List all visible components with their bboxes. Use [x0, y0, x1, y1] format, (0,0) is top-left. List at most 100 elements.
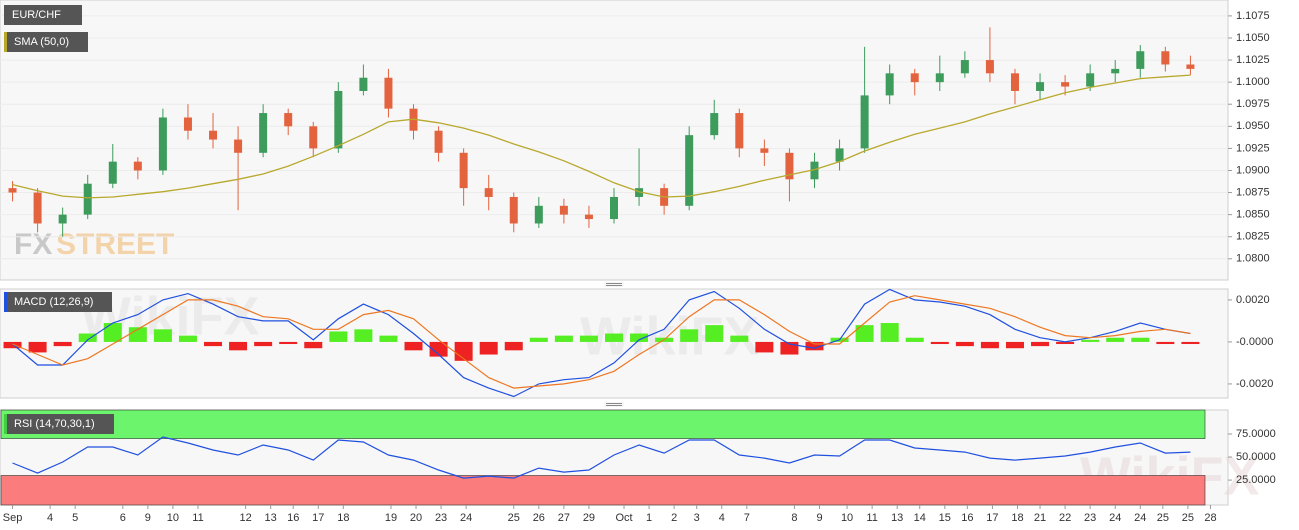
- candle-body: [835, 148, 844, 162]
- histogram-bar: [3, 341, 22, 349]
- candle-body: [133, 161, 142, 171]
- histogram-bar: [28, 341, 47, 353]
- histogram-bar: [454, 341, 473, 361]
- x-tick-label: 22: [1059, 512, 1071, 524]
- candle-body: [234, 139, 243, 153]
- candle-body: [1136, 51, 1145, 69]
- candle-body: [534, 205, 543, 224]
- legend-box: [4, 5, 82, 25]
- price-panel: [0, 0, 1229, 281]
- histogram-bar: [1156, 341, 1175, 345]
- candle-body: [885, 73, 894, 96]
- x-tick-label: 29: [583, 512, 595, 524]
- legend-macd: MACD (12,26,9): [14, 296, 93, 308]
- histogram-bar: [1181, 341, 1200, 345]
- histogram-bar: [730, 335, 749, 342]
- x-tick-label: 23: [1084, 512, 1096, 524]
- resize-handle[interactable]: [604, 282, 624, 287]
- candle-body: [108, 161, 117, 184]
- candle-body: [1161, 51, 1170, 65]
- candle-body: [559, 205, 568, 215]
- candle-body: [83, 183, 92, 215]
- histogram-bar: [153, 329, 172, 342]
- histogram-bar: [955, 341, 974, 347]
- y-tick-label: 50.0000: [1236, 451, 1276, 463]
- x-tick-label: 10: [841, 512, 853, 524]
- histogram-bar: [504, 341, 523, 351]
- x-tick-label: 8: [791, 512, 797, 524]
- histogram-bar: [53, 341, 72, 347]
- x-tick-label: 13: [891, 512, 903, 524]
- histogram-bar: [279, 341, 298, 345]
- macd-line: [12, 295, 1191, 389]
- x-tick-label: 28: [1204, 512, 1216, 524]
- candle-body: [1186, 64, 1195, 69]
- x-tick-label: 21: [1034, 512, 1046, 524]
- histogram-bar: [855, 325, 874, 342]
- histogram-bar: [705, 325, 724, 342]
- histogram-bar: [1081, 339, 1100, 342]
- x-tick-label: 6: [120, 512, 126, 524]
- y-tick-label: 1.0950: [1236, 120, 1270, 132]
- candle-body: [584, 214, 593, 220]
- x-tick-label: 13: [265, 512, 277, 524]
- candle-body: [1111, 68, 1120, 74]
- candle-body: [810, 161, 819, 180]
- legend-swatch: [4, 414, 7, 434]
- x-tick-label: 20: [410, 512, 422, 524]
- candle-body: [309, 126, 318, 149]
- candle-body: [158, 117, 167, 171]
- x-tick-label: 24: [460, 512, 472, 524]
- y-tick-label: 1.1075: [1236, 10, 1270, 22]
- candle-body: [359, 77, 368, 91]
- histogram-bar: [680, 329, 699, 342]
- handle[interactable]: [604, 402, 624, 407]
- histogram-bar: [379, 335, 398, 342]
- histogram-bar: [980, 341, 999, 349]
- candle-body: [8, 188, 17, 193]
- candle-body: [1036, 82, 1045, 91]
- histogram-bar: [229, 341, 248, 351]
- macd-line: [12, 288, 1191, 398]
- legend-box: [4, 414, 114, 434]
- histogram-bar: [529, 337, 548, 342]
- y-tick-label: 1.0875: [1236, 186, 1270, 198]
- histogram-bar: [103, 323, 122, 342]
- watermark-street: STREET: [56, 228, 174, 261]
- candle-body: [33, 192, 42, 224]
- candle-body: [760, 148, 769, 153]
- histogram-bar: [1031, 341, 1050, 347]
- candle-body: [209, 130, 218, 140]
- histogram-bar: [204, 341, 223, 347]
- x-tick-label: 18: [337, 512, 349, 524]
- y-tick-label: 1.0850: [1236, 209, 1270, 221]
- resize-handle[interactable]: [604, 402, 624, 407]
- candle-body: [610, 196, 618, 220]
- x-tick-label: 16: [287, 512, 299, 524]
- histogram-bar: [605, 333, 623, 342]
- watermark-fx: FX: [14, 228, 52, 261]
- candle-body: [860, 95, 869, 149]
- x-tick-label: Oct: [615, 512, 632, 524]
- y-tick-label: 1.0900: [1236, 164, 1270, 176]
- legend: EUR/CHF SMA (50,0) MACD (12,26,9) RSI (1…: [4, 5, 114, 434]
- histogram-bar: [755, 341, 774, 353]
- candle-body: [183, 117, 192, 131]
- candle-body: [710, 113, 719, 136]
- x-tick-label: 11: [192, 512, 203, 524]
- histogram-bar: [304, 341, 323, 349]
- x-tick-label: 23: [435, 512, 447, 524]
- x-tick-label: 27: [558, 512, 570, 524]
- candle-body: [334, 90, 343, 149]
- y-tick-label: 1.0800: [1236, 253, 1270, 265]
- x-tick-label: 7: [744, 512, 750, 524]
- candle-body: [910, 73, 919, 83]
- x-tick-label: 12: [239, 512, 251, 524]
- handle[interactable]: [604, 282, 624, 287]
- x-tick-label: 4: [719, 512, 725, 524]
- y-tick-label: 25.0000: [1236, 474, 1276, 486]
- candle-body: [259, 113, 268, 153]
- histogram-bar: [429, 341, 448, 357]
- candle-body: [459, 152, 468, 189]
